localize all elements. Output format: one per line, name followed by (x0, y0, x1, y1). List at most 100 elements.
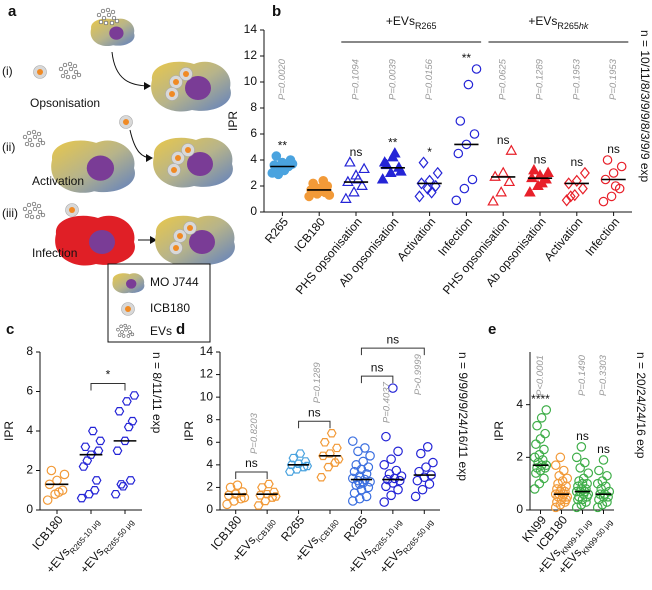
data-point (356, 179, 368, 190)
data-point (361, 491, 372, 502)
data-point (451, 195, 462, 206)
step-illustration (22, 7, 235, 266)
data-point (594, 465, 604, 476)
y-tick-label: 2 (516, 450, 523, 464)
data-point (539, 444, 549, 455)
panel-label: c (6, 321, 14, 338)
data-point (386, 454, 396, 465)
data-point (536, 413, 547, 423)
data-point (459, 183, 470, 194)
data-point (270, 492, 281, 501)
data-point (424, 174, 435, 187)
data-point (263, 479, 274, 489)
significance: * (427, 145, 432, 159)
data-point (540, 428, 550, 439)
n-label: n = 8/11/11 exp (150, 352, 164, 434)
bracket (298, 420, 331, 429)
data-point (414, 190, 425, 203)
data-point (471, 64, 482, 74)
data-point (487, 195, 499, 206)
group-label-main: +EVs (386, 14, 415, 28)
data-point (344, 156, 356, 167)
group-label-sub: hk (579, 21, 589, 31)
bracket-label: ns (308, 405, 321, 419)
legend-label: ICB180 (150, 301, 190, 315)
data-point (594, 494, 604, 505)
x-tick-label-sub: R265-50 μg (102, 518, 136, 556)
group-label: +EVsR265hk (528, 14, 589, 31)
data-point (395, 165, 407, 176)
data-point (573, 481, 583, 492)
data-point (237, 487, 248, 497)
data-point (388, 147, 401, 158)
panel-label: d (176, 321, 185, 338)
x-tick-label: R265 (341, 513, 370, 544)
data-point (112, 446, 123, 455)
data-point (602, 155, 613, 165)
data-point (524, 186, 536, 197)
x-tick-label-sub: ICB180 (317, 517, 341, 544)
data-point (78, 462, 89, 471)
data-point (229, 496, 239, 506)
n-label: n = 20/24/24/16 exp (634, 352, 648, 459)
data-point (358, 456, 368, 467)
data-point (271, 151, 282, 161)
y-tick-label: 10 (244, 74, 258, 88)
y-tick-label: 2 (250, 178, 257, 192)
data-point (116, 480, 127, 489)
group-label-sub: R265 (557, 21, 579, 31)
data-point (569, 188, 580, 202)
data-point (318, 451, 328, 461)
data-point (360, 443, 370, 453)
p-value: P=0.0156 (424, 58, 435, 100)
data-point (559, 465, 569, 476)
data-point (529, 484, 540, 494)
significance: ** (462, 51, 472, 65)
data-point (316, 473, 327, 482)
significance: ns (597, 442, 610, 456)
data-point (396, 471, 407, 481)
data-point (255, 491, 266, 500)
y-tick-label: 4 (26, 423, 33, 437)
panel-label: a (8, 3, 17, 20)
data-point (602, 470, 612, 481)
p-value: P=0.0625 (498, 58, 509, 100)
data-point (384, 166, 397, 177)
data-point (348, 186, 360, 197)
data-point (495, 186, 508, 197)
data-point (288, 453, 299, 463)
significance: ns (534, 153, 547, 167)
significance: ns (576, 429, 589, 443)
n-label: n = 10/11/8/3/9/9/8/3/9/9 exp (638, 30, 652, 183)
data-point (469, 129, 480, 139)
data-point (52, 475, 62, 486)
data-point (386, 490, 396, 501)
y-tick-label: 4 (250, 152, 257, 166)
data-point (319, 438, 330, 447)
n-label: n = 9/9/9/9/24/16/11 exp (456, 352, 470, 481)
data-point (273, 169, 284, 180)
bracket (360, 375, 394, 384)
x-tick-label: R265 (262, 215, 291, 246)
p-value: P=0.1094 (351, 59, 362, 100)
data-point (489, 170, 501, 181)
data-point (598, 455, 609, 465)
data-point (571, 174, 582, 187)
y-tick-label: 10 (200, 389, 214, 403)
data-point (394, 475, 405, 486)
bracket (90, 382, 126, 391)
data-point (121, 397, 132, 406)
data-point (541, 405, 552, 415)
y-tick-label: 2 (206, 480, 213, 494)
data-point (253, 501, 264, 510)
data-point (118, 482, 129, 491)
x-tick-label: +EVsR265-50 μg (377, 513, 435, 578)
data-point (467, 174, 478, 185)
data-point (388, 383, 398, 393)
data-point (42, 495, 53, 505)
data-point (424, 479, 435, 489)
p-value: P=0.0039 (387, 58, 398, 100)
data-point (563, 177, 574, 190)
x-tick-label-sub: ICB180 (254, 517, 278, 544)
y-tick-label: 8 (26, 344, 33, 358)
